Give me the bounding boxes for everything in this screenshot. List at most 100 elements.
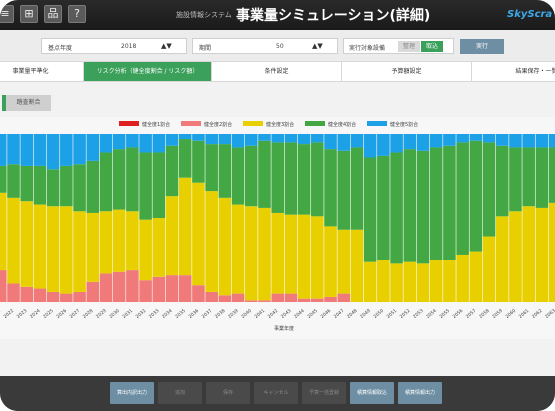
- x-tick-label: 2063: [544, 308, 555, 320]
- bar-segment-3-32: [416, 150, 430, 264]
- bar-segment-4-21: [271, 134, 285, 143]
- app-subtitle: 施設情報システム: [176, 11, 232, 19]
- bar-segment-4-5: [60, 134, 73, 166]
- chart-legend: 健全度1割合 健全度2割合 健全度3割合 健全度4割合 健全度5割合: [119, 121, 418, 128]
- ratio-button[interactable]: 踏査割合: [2, 95, 51, 111]
- bar-segment-2-3: [33, 204, 47, 289]
- bar-segment-3-27: [350, 147, 364, 230]
- tab-conditions[interactable]: 条件設定: [212, 62, 342, 82]
- bar-segment-4-12: [152, 134, 166, 153]
- bar-segment-2-11: [139, 219, 152, 281]
- hierarchy-icon[interactable]: 品: [44, 5, 62, 23]
- stepper-arrows-icon[interactable]: ▲▼: [161, 42, 172, 50]
- bar-segment-2-28: [363, 261, 377, 302]
- bar-segment-3-33: [429, 147, 443, 260]
- bar-segment-4-13: [165, 134, 179, 146]
- base-year-select[interactable]: 基点年度 2018 ▲▼: [41, 38, 187, 54]
- bar-segment-3-3: [33, 165, 47, 205]
- bar-segment-3-14: [178, 139, 192, 178]
- x-tick-label: 2045: [306, 308, 319, 320]
- x-tick-label: 2025: [42, 308, 55, 320]
- bar-segment-4-0: [0, 134, 7, 166]
- legend-label-0: 健全度1割合: [142, 121, 170, 128]
- bottom-button-3[interactable]: キャンセル: [254, 382, 298, 404]
- bar-segment-4-2: [20, 134, 34, 166]
- exec-target-toggle: 実行対象設備 整理 取込: [343, 38, 454, 54]
- stepper-arrows-icon[interactable]: ▲▼: [312, 42, 323, 50]
- menu-icon[interactable]: ≡: [0, 5, 14, 23]
- x-tick-label: 2042: [267, 308, 280, 320]
- bar-segment-4-15: [192, 134, 205, 141]
- bar-segment-2-7: [86, 212, 100, 282]
- x-tick-label: 2056: [452, 308, 465, 320]
- bottom-button-4[interactable]: 予算一括登録: [302, 382, 346, 404]
- bar-segment-4-36: [469, 134, 483, 141]
- run-button[interactable]: 実行: [460, 39, 504, 54]
- help-button[interactable]: ?: [68, 5, 86, 23]
- tab-risk-analysis[interactable]: リスク分析（健全度割合 / リスク額）: [84, 62, 212, 82]
- bar-segment-2-15: [192, 182, 205, 286]
- bar-segment-3-1: [7, 164, 20, 198]
- bar-segment-3-34: [443, 145, 456, 260]
- bar-segment-2-20: [258, 207, 271, 301]
- exec-off-option[interactable]: 整理: [398, 41, 420, 52]
- x-tick-label: 2032: [135, 308, 148, 320]
- bottom-button-2[interactable]: 保存: [206, 382, 250, 404]
- bar-segment-3-23: [297, 144, 311, 215]
- bar-segment-3-26: [337, 150, 351, 230]
- x-tick-label: 2037: [201, 308, 214, 320]
- bar-segment-3-31: [403, 149, 417, 262]
- x-tick-label: 2043: [280, 308, 293, 320]
- base-year-label: 基点年度: [48, 45, 73, 52]
- bottom-button-0[interactable]: 算出内訳出力: [110, 382, 154, 404]
- brand-logo: SkyScra: [507, 9, 553, 20]
- bar-segment-4-31: [403, 134, 417, 150]
- bar-segment-1-9: [112, 271, 126, 302]
- exec-on-option[interactable]: 取込: [421, 41, 443, 52]
- chart-panel: 健全度1割合健全度2割合健全度3割合健全度4割合健全度5割合2021202220…: [0, 117, 555, 339]
- bar-segment-1-14: [178, 275, 192, 302]
- x-tick-label: 2030: [108, 308, 121, 320]
- bar-segment-2-41: [535, 207, 549, 302]
- bar-segment-2-19: [244, 206, 258, 301]
- bottom-button-6[interactable]: 積算情報出力: [398, 382, 442, 404]
- bar-segment-4-26: [337, 134, 351, 151]
- bar-segment-3-21: [271, 142, 285, 213]
- bar-segment-2-1: [7, 197, 20, 284]
- bar-segment-1-10: [126, 270, 139, 302]
- x-tick-label: 2052: [399, 308, 412, 320]
- sub-toolbar: 踏査割合: [0, 83, 555, 119]
- tab-budget[interactable]: 予算額設定: [342, 62, 472, 82]
- bottom-button-1[interactable]: 追加: [158, 382, 202, 404]
- bar-segment-2-42: [548, 202, 555, 302]
- bar-segment-3-40: [522, 147, 535, 207]
- bar-segment-3-16: [205, 144, 218, 192]
- bar-segment-4-19: [244, 134, 258, 146]
- bar-segment-2-13: [165, 196, 179, 276]
- x-tick-label: 2053: [412, 308, 425, 320]
- tab-results[interactable]: 結果保存・一覧: [472, 62, 555, 82]
- bar-segment-3-35: [456, 142, 469, 255]
- period-select[interactable]: 期間 50 ▲▼: [192, 38, 338, 54]
- bottom-button-5[interactable]: 積算情報取込: [350, 382, 394, 404]
- bar-segment-4-22: [284, 134, 298, 143]
- x-tick-label: 2047: [333, 308, 346, 320]
- legend-label-1: 健全度2割合: [204, 121, 232, 128]
- x-tick-label: 2028: [82, 308, 95, 320]
- tab-bar: 事業量平準化 リスク分析（健全度割合 / リスク額） 条件設定 予算額設定 結果…: [0, 62, 555, 82]
- bar-segment-2-18: [231, 204, 245, 294]
- bar-segment-3-28: [363, 157, 377, 262]
- bar-segment-3-17: [218, 144, 232, 198]
- x-tick-label: 2038: [214, 308, 227, 320]
- x-tick-label: 2054: [425, 308, 438, 320]
- bar-segment-1-23: [297, 298, 311, 302]
- tab-leveling[interactable]: 事業量平準化: [0, 62, 84, 82]
- bar-segment-4-39: [509, 134, 522, 148]
- bar-segment-1-0: [0, 270, 7, 302]
- bar-segment-4-35: [456, 134, 469, 143]
- x-tick-label: 2057: [465, 308, 478, 320]
- bar-segment-3-39: [509, 147, 522, 212]
- layers-icon[interactable]: ⊞: [20, 5, 38, 23]
- x-tick-label: 2041: [253, 308, 266, 320]
